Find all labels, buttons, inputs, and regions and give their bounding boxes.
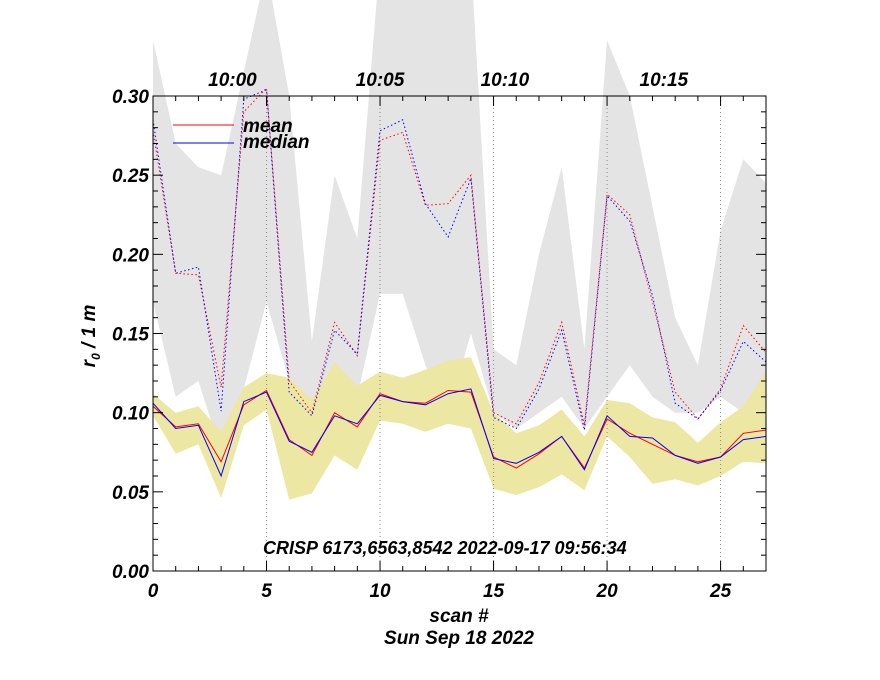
x-tick-label: 0	[148, 581, 159, 602]
x-tick-label: 5	[261, 581, 272, 602]
chart-annotation: CRISP 6173,6563,8542 2022-09-17 09:56:34	[263, 538, 627, 558]
series-lines	[153, 86, 766, 478]
x-tick-label: 20	[596, 581, 619, 602]
high-scatter-band	[153, 0, 630, 96]
high-scatter-band	[153, 0, 766, 453]
legend-median-label: median	[243, 132, 310, 153]
y-axis-label: r0 / 1 m	[79, 305, 103, 368]
y-tick-label: 0.20	[112, 245, 149, 266]
low-median-line	[153, 388, 766, 478]
top-time-labels: 10:00 10:05 10:10 10:15	[208, 70, 688, 91]
x-tick-label: 25	[709, 581, 732, 602]
plot-axes	[152, 95, 767, 572]
y-tick-label: 0.00	[112, 562, 149, 583]
y-tick-label: 0.30	[112, 87, 149, 108]
y-tick-label: 0.10	[112, 404, 149, 425]
x-tick-label: 15	[483, 581, 505, 602]
top-time-label: 10:10	[481, 70, 530, 91]
scatter-bands-overlay	[153, 0, 630, 96]
top-time-label: 10:05	[356, 70, 405, 91]
y-tick-label: 0.25	[112, 166, 149, 187]
tick-labels: 0 5 10 15 20 25 0.00 0.05 0.10 0.15 0.20 0.25 0.30	[112, 87, 732, 602]
legend: mean median	[173, 116, 310, 153]
scatter-bands	[153, 0, 766, 500]
high-mean-line	[153, 86, 766, 426]
x-axis-label: scan #	[429, 606, 489, 627]
x-tick-label: 10	[369, 581, 391, 602]
date-label: Sun Sep 18 2022	[384, 628, 534, 649]
y-tick-label: 0.05	[112, 483, 149, 504]
legend-mean-label: mean	[243, 116, 293, 137]
top-time-label: 10:00	[208, 70, 257, 91]
y-tick-label: 0.15	[112, 325, 149, 346]
low-scatter-band	[153, 357, 766, 500]
top-time-label: 10:15	[640, 70, 689, 91]
